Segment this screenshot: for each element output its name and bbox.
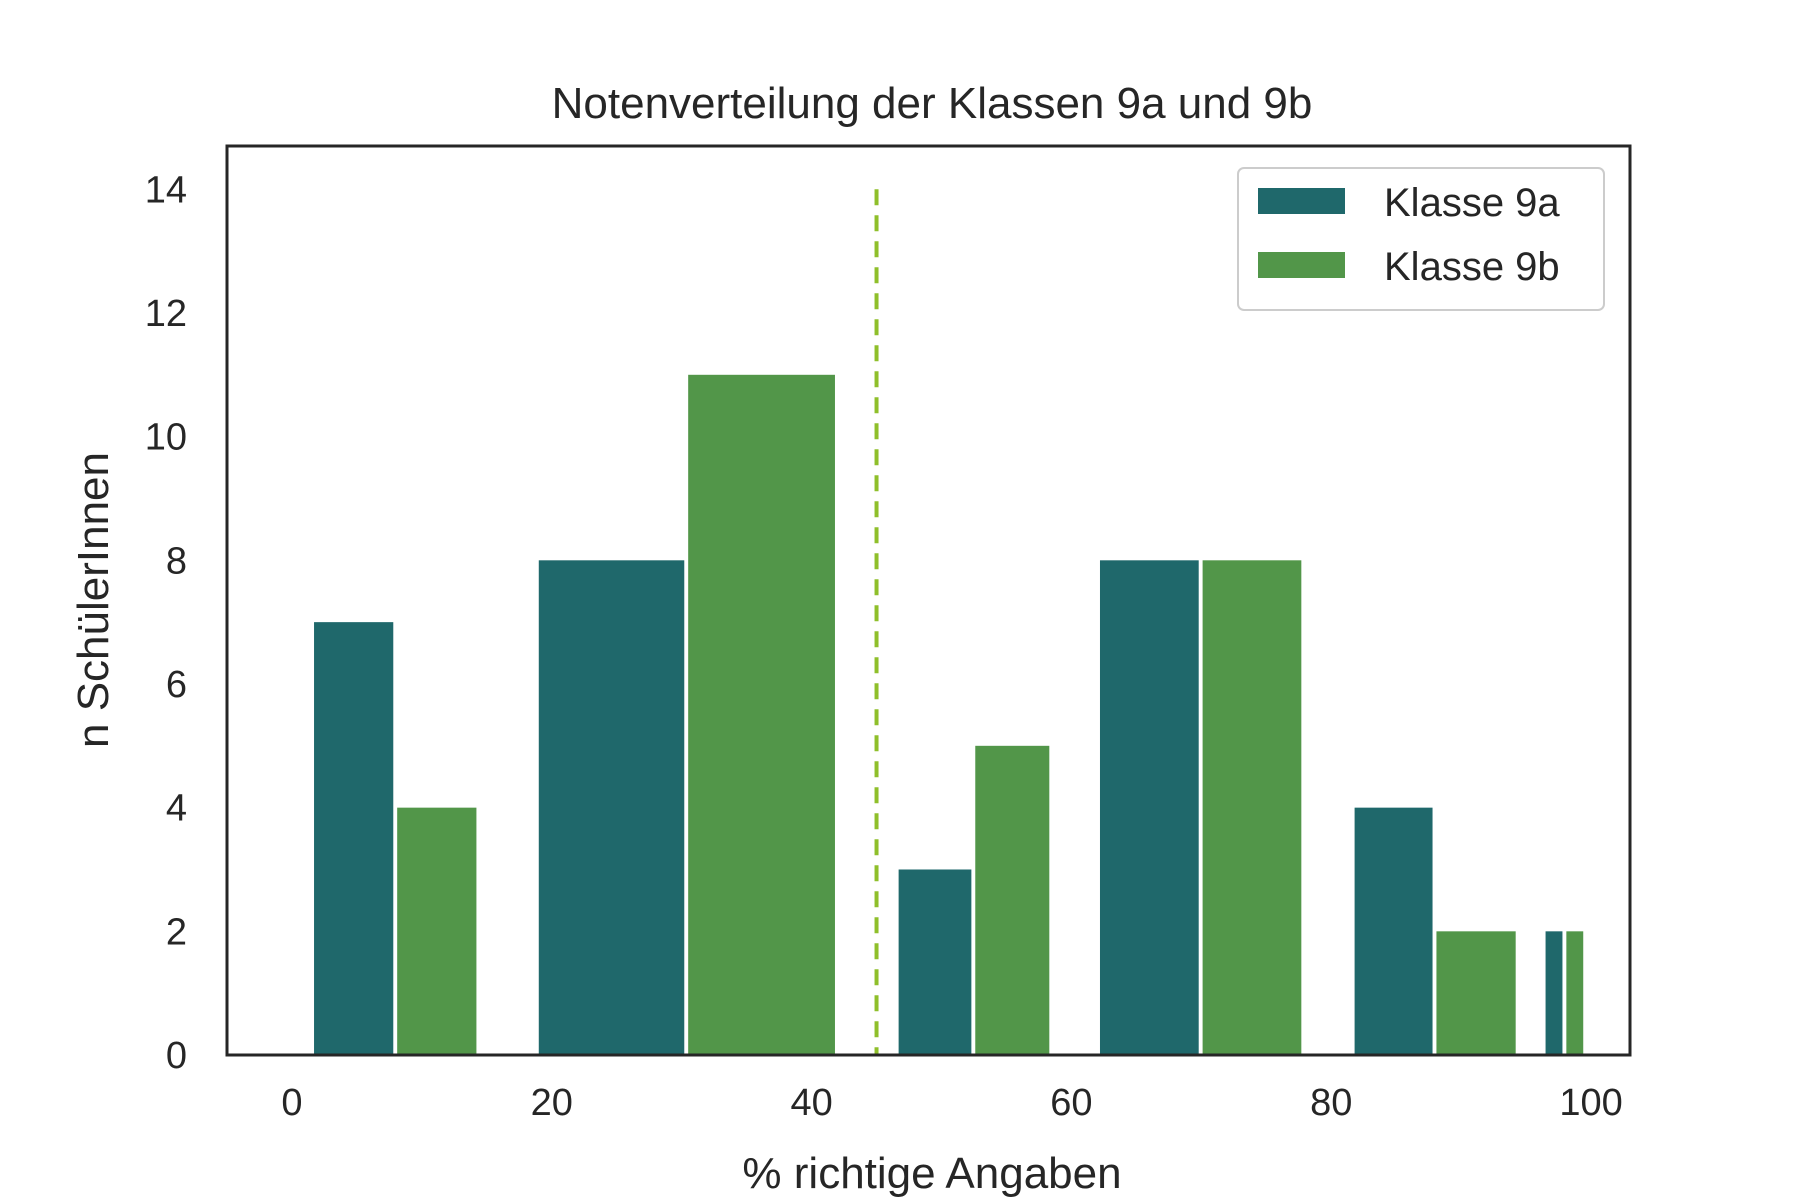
x-tick-label-80: 80 <box>1310 1082 1352 1124</box>
y-tick-labels: 0 2 4 6 8 10 12 14 <box>145 169 187 1077</box>
y-tick-label-2: 2 <box>166 911 187 953</box>
x-axis-label: % richtige Angaben <box>742 1149 1121 1198</box>
plot-frame <box>225 144 1632 1057</box>
bar-series-0-4 <box>1354 807 1433 1055</box>
bar-series-1-5 <box>1566 931 1584 1055</box>
bar-series-0-2 <box>898 869 972 1055</box>
y-tick-label-8: 8 <box>166 540 187 582</box>
legend-swatch-klasse-9b <box>1258 252 1345 278</box>
legend: Klasse 9a Klasse 9b <box>1237 167 1605 311</box>
y-tick-label-6: 6 <box>166 664 187 706</box>
y-tick-label-14: 14 <box>145 169 187 211</box>
x-tick-label-0: 0 <box>281 1082 302 1124</box>
bar-series-0-5 <box>1545 931 1563 1055</box>
y-tick-label-0: 0 <box>166 1035 187 1077</box>
y-tick-label-10: 10 <box>145 417 187 459</box>
y-tick-label-12: 12 <box>145 293 187 335</box>
x-tick-labels: 0 20 40 60 80 100 <box>281 1082 1622 1124</box>
bar-series-1-4 <box>1436 931 1516 1055</box>
bar-series-0-0 <box>314 622 394 1055</box>
bar-series-0-3 <box>1099 560 1199 1055</box>
y-tick-label-4: 4 <box>166 788 187 830</box>
chart-title: Notenverteilung der Klassen 9a und 9b <box>552 79 1313 128</box>
x-tick-label-40: 40 <box>790 1082 832 1124</box>
y-axis-label: n SchülerInnen <box>69 452 118 748</box>
legend-label-klasse-9b: Klasse 9b <box>1384 245 1560 289</box>
legend-label-klasse-9a: Klasse 9a <box>1384 181 1560 225</box>
legend-swatch-klasse-9a <box>1258 188 1345 214</box>
x-tick-label-20: 20 <box>531 1082 573 1124</box>
bar-series-0-1 <box>538 560 685 1055</box>
x-tick-label-100: 100 <box>1559 1082 1622 1124</box>
bar-series-1-1 <box>688 374 835 1056</box>
bar-series-1-2 <box>975 745 1050 1055</box>
bar-series-1-3 <box>1202 560 1302 1055</box>
bar-series-1-0 <box>397 807 477 1055</box>
x-tick-label-60: 60 <box>1050 1082 1092 1124</box>
bars-group <box>314 374 1584 1056</box>
